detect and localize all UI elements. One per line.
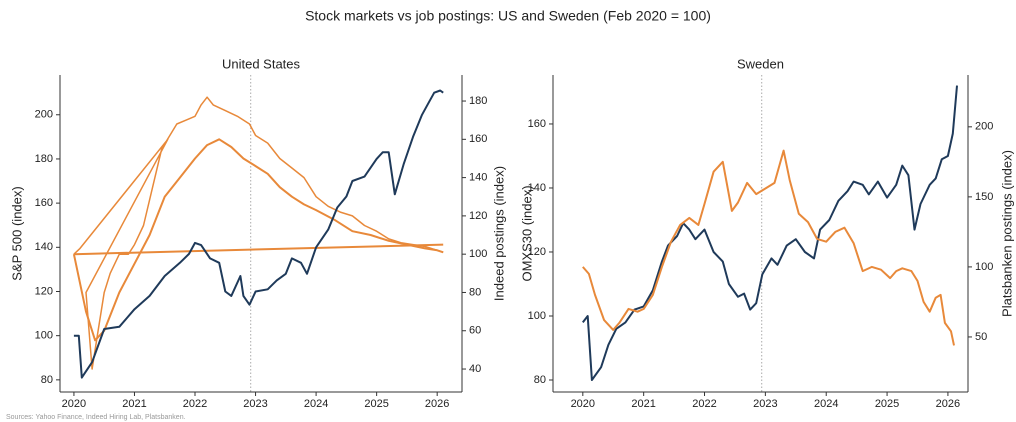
y-tick-label: 120 [35,285,53,297]
y2-tick-label: 60 [469,325,481,337]
y-tick-label: 160 [528,118,546,130]
y2-tick-label: 40 [469,363,481,375]
x-tick-label: 2020 [62,398,86,410]
source-note: Sources: Yahoo Finance, Indeed Hiring La… [6,414,186,421]
x-tick-label: 2024 [814,398,838,410]
y-tick-label: 140 [528,182,546,194]
y-tick-label: 180 [35,153,53,165]
series-line [582,149,955,346]
y2-axis-label: Indeed postings (index) [491,166,506,301]
y-tick-label: 80 [534,374,546,386]
y-tick-label: 140 [35,241,53,253]
x-tick-label: 2022 [692,398,716,410]
y-tick-label: 100 [528,310,546,322]
x-tick-label: 2020 [571,398,595,410]
y2-tick-label: 200 [975,121,993,133]
y-tick-label: 160 [35,197,53,209]
panel-title: United States [222,56,301,71]
x-tick-label: 2023 [243,398,267,410]
series-line [582,85,958,381]
y-axis-label: OMXS30 (index) [519,185,534,281]
y2-tick-label: 100 [469,248,487,260]
series-line [72,138,444,342]
y-axis-label: S&P 500 (index) [9,186,24,280]
y2-tick-label: 100 [975,261,993,273]
x-tick-label: 2026 [425,398,449,410]
x-tick-label: 2023 [753,398,777,410]
y-tick-label: 80 [41,374,53,386]
series-line [73,89,444,379]
x-tick-label: 2026 [936,398,960,410]
x-tick-label: 2025 [364,398,388,410]
x-tick-label: 2022 [183,398,207,410]
y-tick-label: 200 [35,109,53,121]
x-tick-label: 2021 [122,398,146,410]
y2-tick-label: 180 [469,95,487,107]
y-tick-label: 100 [35,330,53,342]
y2-tick-label: 160 [469,133,487,145]
panel-title: Sweden [737,56,784,71]
y2-axis-label: Platsbanken postings (index) [999,150,1014,317]
y-tick-label: 120 [528,246,546,258]
y2-tick-label: 80 [469,286,481,298]
y2-tick-label: 140 [469,172,487,184]
series-line [73,96,444,370]
x-tick-label: 2021 [631,398,655,410]
figure-title: Stock markets vs job postings: US and Sw… [305,8,711,24]
y2-tick-label: 150 [975,191,993,203]
series-line [73,243,444,256]
x-tick-label: 2025 [875,398,899,410]
y2-tick-label: 120 [469,210,487,222]
y2-tick-label: 50 [975,331,987,343]
x-tick-label: 2024 [304,398,328,410]
